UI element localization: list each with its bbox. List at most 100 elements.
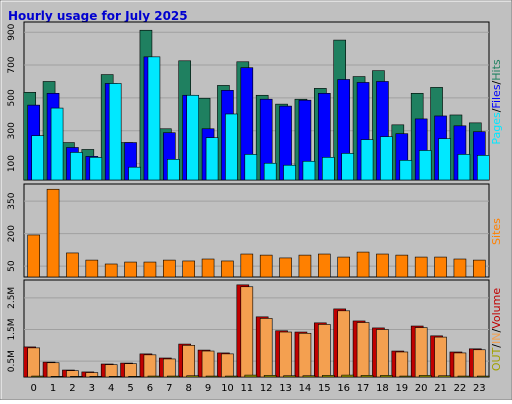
bar [395, 351, 409, 378]
bar [395, 254, 409, 278]
bar [360, 375, 374, 378]
bar [143, 354, 157, 378]
legend-entry: Pages [490, 112, 503, 145]
bar [322, 157, 335, 181]
bar [205, 137, 219, 181]
bar [259, 254, 273, 278]
x-tick-label: 4 [108, 383, 114, 394]
bar [240, 286, 254, 378]
bar [163, 358, 176, 378]
legend-separator: / [490, 108, 503, 112]
plot-area [23, 183, 490, 278]
y-tick-label: 200 [7, 225, 17, 242]
x-tick-label: 1 [50, 383, 56, 394]
bar [108, 83, 122, 181]
y-tick-label: 0.5M [7, 350, 17, 372]
bar [477, 375, 490, 378]
bar [225, 375, 238, 378]
bar [414, 327, 428, 378]
x-tick-label: 17 [357, 383, 370, 394]
bar [46, 188, 60, 278]
bar [453, 258, 467, 278]
bar [259, 318, 273, 378]
x-tick-label: 7 [166, 383, 172, 394]
bar [318, 253, 331, 278]
bar [225, 113, 238, 181]
bar [263, 162, 277, 181]
bar [70, 376, 83, 378]
bar [457, 375, 471, 378]
x-tick-label: 22 [454, 383, 467, 394]
x-tick-label: 2 [69, 383, 75, 394]
y-tick-label: 350 [7, 192, 17, 209]
bar [457, 154, 471, 181]
bar [399, 375, 413, 378]
bar [124, 363, 137, 378]
y-tick-label: 2.5M [7, 287, 17, 309]
x-tick-label: 18 [376, 383, 389, 394]
y-tick-label: 500 [7, 89, 17, 106]
bar [418, 375, 432, 378]
legend-separator: / [490, 344, 503, 348]
x-tick-label: 6 [147, 383, 153, 394]
bar [298, 332, 312, 378]
chart-title: Hourly usage for July 2025 [8, 9, 188, 23]
legend-entry: Volume [490, 288, 503, 329]
bar [89, 157, 103, 181]
bar [46, 362, 60, 378]
x-tick-label: 0 [31, 383, 37, 394]
x-tick-label: 19 [395, 383, 408, 394]
bar [221, 260, 234, 278]
x-tick-label: 8 [186, 383, 192, 394]
bar [128, 166, 141, 181]
bar [201, 258, 215, 278]
bar [399, 159, 413, 181]
bar [279, 257, 292, 278]
bar [453, 352, 467, 378]
bar [50, 376, 64, 378]
bar [244, 154, 258, 181]
x-tick-label: 16 [337, 383, 350, 394]
legend-entry: Sites [490, 218, 503, 245]
bar [70, 152, 83, 181]
bar [356, 322, 370, 378]
bar [27, 347, 40, 378]
x-tick-label: 3 [89, 383, 95, 394]
bar [128, 376, 141, 378]
bar [263, 375, 277, 378]
bar [66, 370, 79, 378]
bar [337, 310, 350, 378]
bar [182, 345, 195, 378]
bar [244, 374, 258, 378]
x-tick-label: 15 [318, 383, 331, 394]
bar [380, 375, 393, 378]
bar [31, 375, 44, 378]
bar [201, 350, 215, 378]
bar [380, 136, 393, 181]
bar [283, 375, 296, 378]
y-tick-label: 900 [7, 23, 17, 40]
bar [473, 259, 486, 278]
y-tick-label: 100 [7, 155, 17, 172]
x-tick-label: 11 [240, 383, 253, 394]
bar [167, 375, 180, 378]
bar [418, 150, 432, 181]
bar [147, 375, 161, 378]
bar [104, 364, 118, 378]
legend-separator: / [490, 329, 503, 333]
bar [31, 135, 44, 181]
bar [240, 253, 254, 278]
bar [89, 376, 103, 378]
bar [163, 259, 176, 278]
bar [143, 261, 157, 278]
x-tick-label: 21 [434, 383, 447, 394]
bar [298, 254, 312, 278]
bar [360, 139, 374, 181]
legend-entry: Hits [490, 59, 503, 81]
bar [341, 374, 354, 378]
x-tick-label: 20 [415, 383, 428, 394]
bar [473, 349, 486, 378]
legend: Sites [490, 218, 503, 245]
bar [27, 234, 40, 278]
